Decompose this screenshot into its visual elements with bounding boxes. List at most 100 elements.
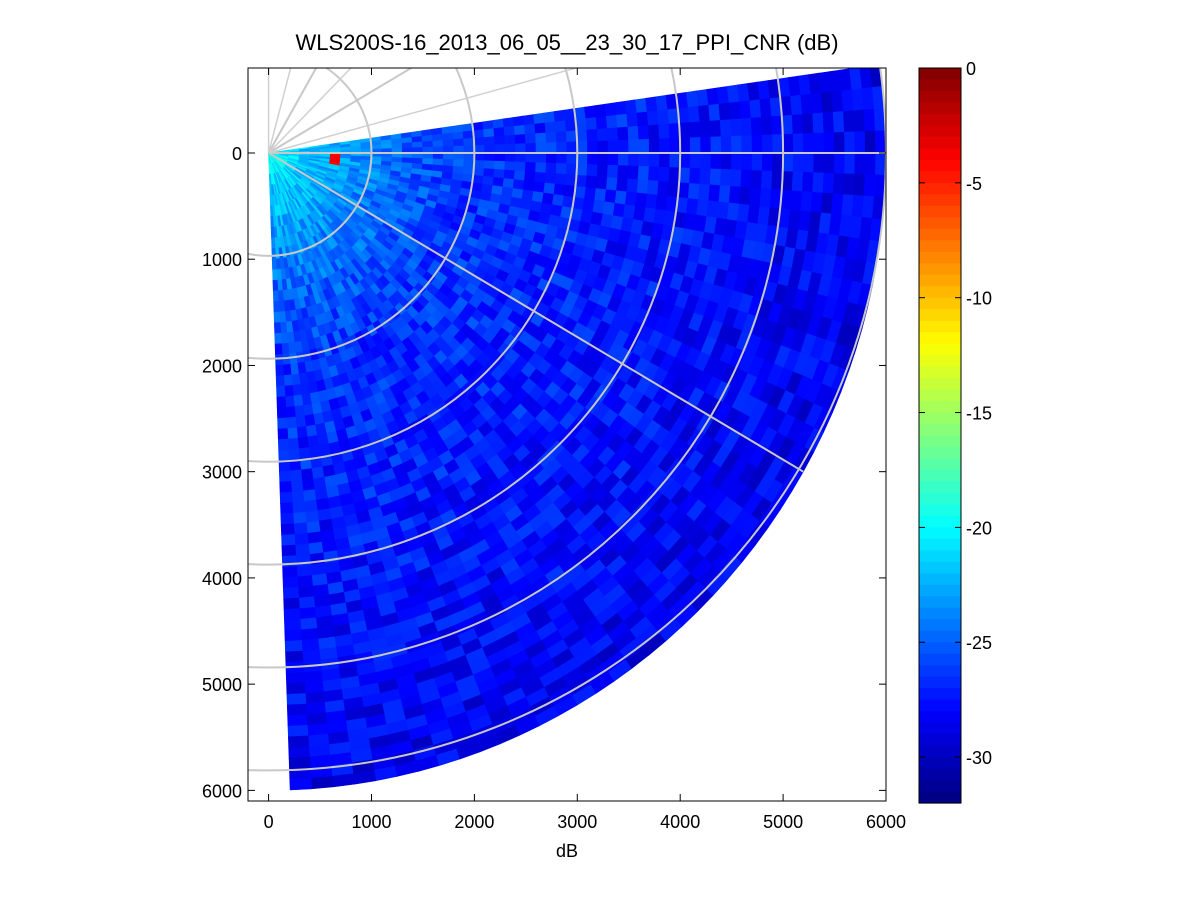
cnr-cell xyxy=(875,152,886,176)
cnr-cell xyxy=(658,123,670,140)
cnr-cell xyxy=(306,531,322,545)
cnr-cell xyxy=(863,174,876,198)
cnr-cell xyxy=(286,682,306,695)
radial-line xyxy=(268,152,804,473)
cnr-cell xyxy=(628,152,640,167)
colorbar-level xyxy=(919,240,961,253)
cnr-cell xyxy=(310,775,334,790)
cnr-cell xyxy=(648,138,660,154)
cnr-cell xyxy=(627,165,640,180)
cnr-cell xyxy=(492,118,505,129)
cnr-cell xyxy=(576,163,588,177)
cnr-cell xyxy=(303,670,323,684)
y-tick-label: 6000 xyxy=(202,781,242,801)
cnr-cell xyxy=(524,123,536,135)
cnr-cell xyxy=(291,490,305,504)
colorbar-level xyxy=(919,263,961,276)
colorbar-level xyxy=(919,619,961,632)
colorbar-level xyxy=(919,722,961,735)
cnr-cell xyxy=(289,777,312,791)
cnr-cell xyxy=(566,141,578,154)
cnr-cell xyxy=(515,143,527,154)
cnr-cell xyxy=(699,168,712,186)
cnr-cell xyxy=(453,159,465,168)
polar-grid xyxy=(248,68,886,772)
cnr-cell xyxy=(700,136,712,154)
cnr-cell xyxy=(307,723,329,737)
x-tick-label: 2000 xyxy=(454,812,494,832)
cnr-cell xyxy=(299,617,318,631)
colorbar-level xyxy=(919,492,961,506)
colorbar-level xyxy=(919,412,961,425)
cnr-cell xyxy=(301,649,321,662)
cnr-cell xyxy=(637,166,650,181)
colorbar-level xyxy=(919,745,961,758)
cnr-cell xyxy=(699,120,712,138)
cnr-cell xyxy=(710,136,722,154)
cnr-cell xyxy=(311,466,325,480)
cnr-cell xyxy=(276,385,286,398)
cnr-cell xyxy=(411,135,423,143)
cnr-cell xyxy=(831,90,844,113)
cnr-cell xyxy=(607,152,619,166)
cnr-cell xyxy=(627,125,640,141)
cnr-cell xyxy=(284,629,302,642)
cnr-cell xyxy=(292,394,304,407)
y-tick-label: 5000 xyxy=(202,675,242,695)
colorbar-level xyxy=(919,68,961,81)
cnr-cell xyxy=(282,587,300,600)
colorbar-tick-label: -10 xyxy=(966,289,992,309)
cnr-cell xyxy=(523,114,535,126)
cnr-cell xyxy=(782,133,794,154)
y-tick-label: 0 xyxy=(232,144,242,164)
cnr-cell xyxy=(761,152,774,172)
cnr-cell xyxy=(275,354,284,366)
cnr-cell xyxy=(305,702,326,715)
cnr-cell xyxy=(287,714,308,727)
cnr-cell xyxy=(512,179,525,191)
cnr-cell xyxy=(504,143,516,154)
colorbar-level xyxy=(919,642,961,655)
cnr-cell xyxy=(607,164,619,179)
cnr-cell xyxy=(853,173,866,197)
cnr-cell xyxy=(791,114,804,135)
cnr-cell xyxy=(442,132,454,141)
cnr-cell xyxy=(718,185,731,204)
cnr-cell xyxy=(284,618,302,632)
cnr-cell xyxy=(728,101,742,120)
radial-line xyxy=(268,68,414,154)
cnr-cell xyxy=(751,152,763,172)
y-axis: 0 1000 2000 3000 4000 5000 6000 xyxy=(202,144,886,801)
cnr-cell xyxy=(279,491,293,504)
plot-area xyxy=(248,68,886,791)
cnr-cell xyxy=(288,756,311,770)
cnr-cell xyxy=(282,363,292,376)
cnr-cell xyxy=(401,142,413,149)
cnr-cell xyxy=(463,159,475,169)
cnr-cell xyxy=(305,424,318,438)
cnr-cell xyxy=(689,137,702,154)
cnr-cell xyxy=(282,576,299,589)
colorbar-level xyxy=(919,757,961,770)
colorbar-level xyxy=(919,688,961,701)
cnr-cell xyxy=(689,167,701,185)
cnr-cell xyxy=(749,187,762,207)
cnr-cell xyxy=(287,724,309,738)
colorbar-level xyxy=(919,217,961,230)
cnr-cell xyxy=(432,133,444,142)
cnr-cell xyxy=(687,183,701,200)
cnr-cell xyxy=(280,512,295,525)
cnr-cell xyxy=(300,468,314,481)
colorbar-level xyxy=(919,424,961,437)
cnr-cell xyxy=(659,152,671,168)
cnr-cell xyxy=(790,94,803,116)
colorbar-level xyxy=(919,527,961,540)
cnr-cell xyxy=(832,173,845,195)
cnr-cell xyxy=(833,131,846,154)
cnr-cell xyxy=(616,177,629,193)
colorbar-level xyxy=(919,401,961,414)
colorbar-level xyxy=(919,286,961,299)
cnr-cell xyxy=(281,353,291,366)
colorbar-level xyxy=(919,355,961,368)
colorbar-tick-label: -25 xyxy=(966,633,992,653)
